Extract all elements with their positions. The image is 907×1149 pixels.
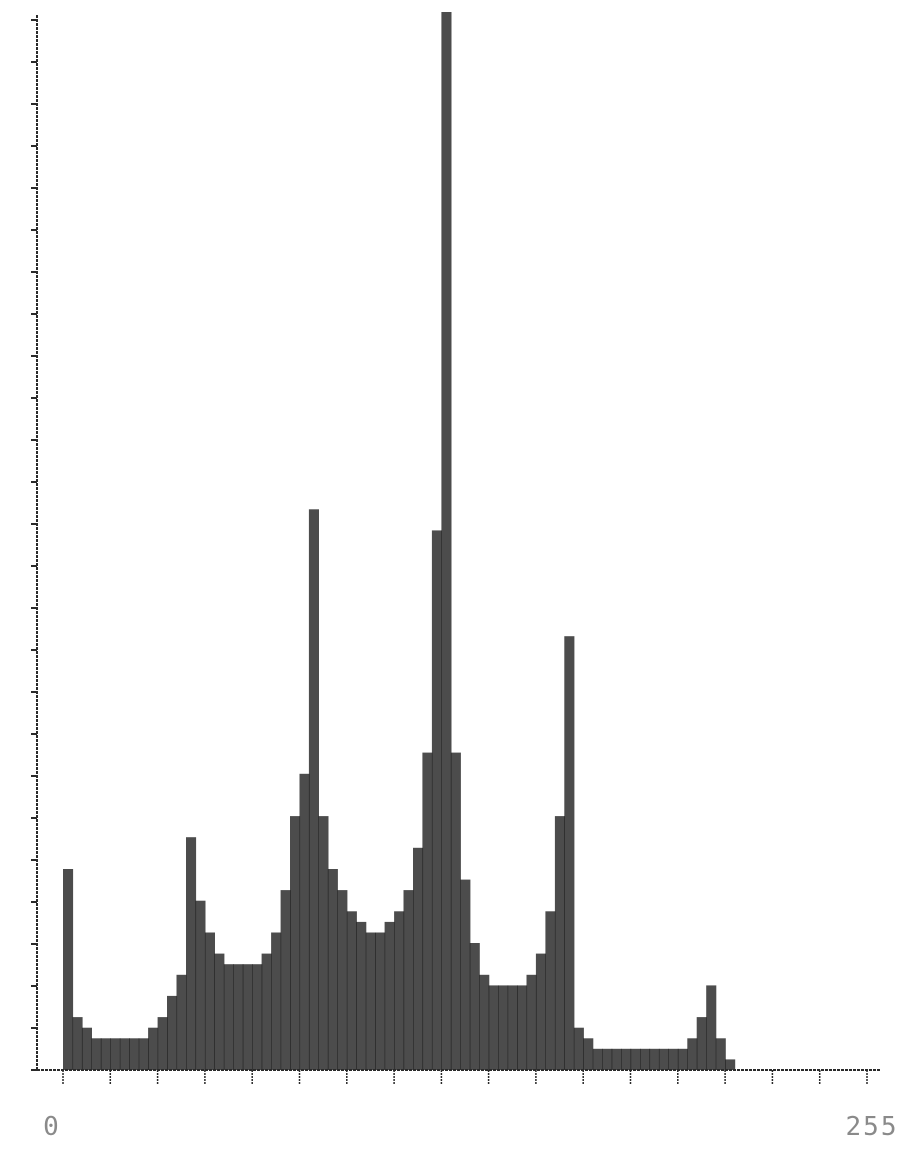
histogram-bar [365,932,376,1070]
histogram-bar [384,921,395,1070]
histogram-bar [715,1038,726,1070]
histogram-bar [148,1027,159,1070]
histogram-bar [668,1048,679,1070]
histogram-bar [564,636,575,1070]
histogram-bar [81,1027,92,1070]
x-axis-ticks [62,1070,868,1084]
histogram-bar [138,1038,149,1070]
histogram-bar [157,1017,168,1070]
histogram-bar [696,1017,707,1070]
y-axis-ticks [31,19,37,1071]
histogram-bar [167,995,178,1070]
histogram-bar [431,530,442,1070]
histogram-bar [517,985,528,1070]
histogram-bar [413,847,424,1070]
histogram-bar [356,921,367,1070]
histogram-bar [602,1048,613,1070]
histogram-bar [630,1048,641,1070]
histogram-bar [394,911,405,1070]
histogram-bar [280,890,291,1070]
histogram-bar [479,974,490,1070]
histogram-bar [318,816,329,1070]
histogram-bar [677,1048,688,1070]
histogram-bar [91,1038,102,1070]
histogram-bar [100,1038,111,1070]
histogram-bar [469,943,480,1070]
histogram-bar [290,816,301,1070]
histogram-bar [72,1017,83,1070]
x-tick-label-min: 0 [43,1112,61,1142]
histogram-bar [63,869,74,1070]
histogram-bar [204,932,215,1070]
histogram-bar [441,12,452,1070]
histogram-bar [687,1038,698,1070]
histogram-bar [337,890,348,1070]
histogram-bar [186,837,197,1070]
histogram-bar [526,974,537,1070]
histogram-bar [252,964,263,1070]
histogram-bar [592,1048,603,1070]
histogram-bar [649,1048,660,1070]
histogram-bar [195,900,206,1070]
histogram-bar [422,752,433,1070]
histogram-bar [488,985,499,1070]
histogram-bar [214,953,225,1070]
histogram-bar [535,953,546,1070]
histogram-bar [223,964,234,1070]
histogram-bar [271,932,282,1070]
histogram-bar [129,1038,140,1070]
histogram-bar [176,974,187,1070]
histogram-bar [119,1038,130,1070]
histogram-bar [327,869,338,1070]
histogram-bar [346,911,357,1070]
histogram-bar [725,1059,736,1070]
histogram-bar [621,1048,632,1070]
histogram-bar [573,1027,584,1070]
histogram-bar [554,816,565,1070]
histogram-bar [460,879,471,1070]
histogram-bar [375,932,386,1070]
histogram-bar [640,1048,651,1070]
histogram-bar [507,985,518,1070]
histogram-bar [450,752,461,1070]
histogram-bar [242,964,253,1070]
histogram-bar [261,953,272,1070]
histogram-bar [299,773,310,1070]
histogram-bar [498,985,509,1070]
histogram-bar [658,1048,669,1070]
histogram-bar [403,890,414,1070]
x-tick-label-max: 255 [846,1112,899,1142]
histogram-bar [233,964,244,1070]
histogram-bar [706,985,717,1070]
histogram-bars [63,12,736,1070]
histogram-bar [308,509,319,1070]
histogram-bar [110,1038,121,1070]
histogram-bar [545,911,556,1070]
histogram-bar [583,1038,594,1070]
histogram-bar [611,1048,622,1070]
